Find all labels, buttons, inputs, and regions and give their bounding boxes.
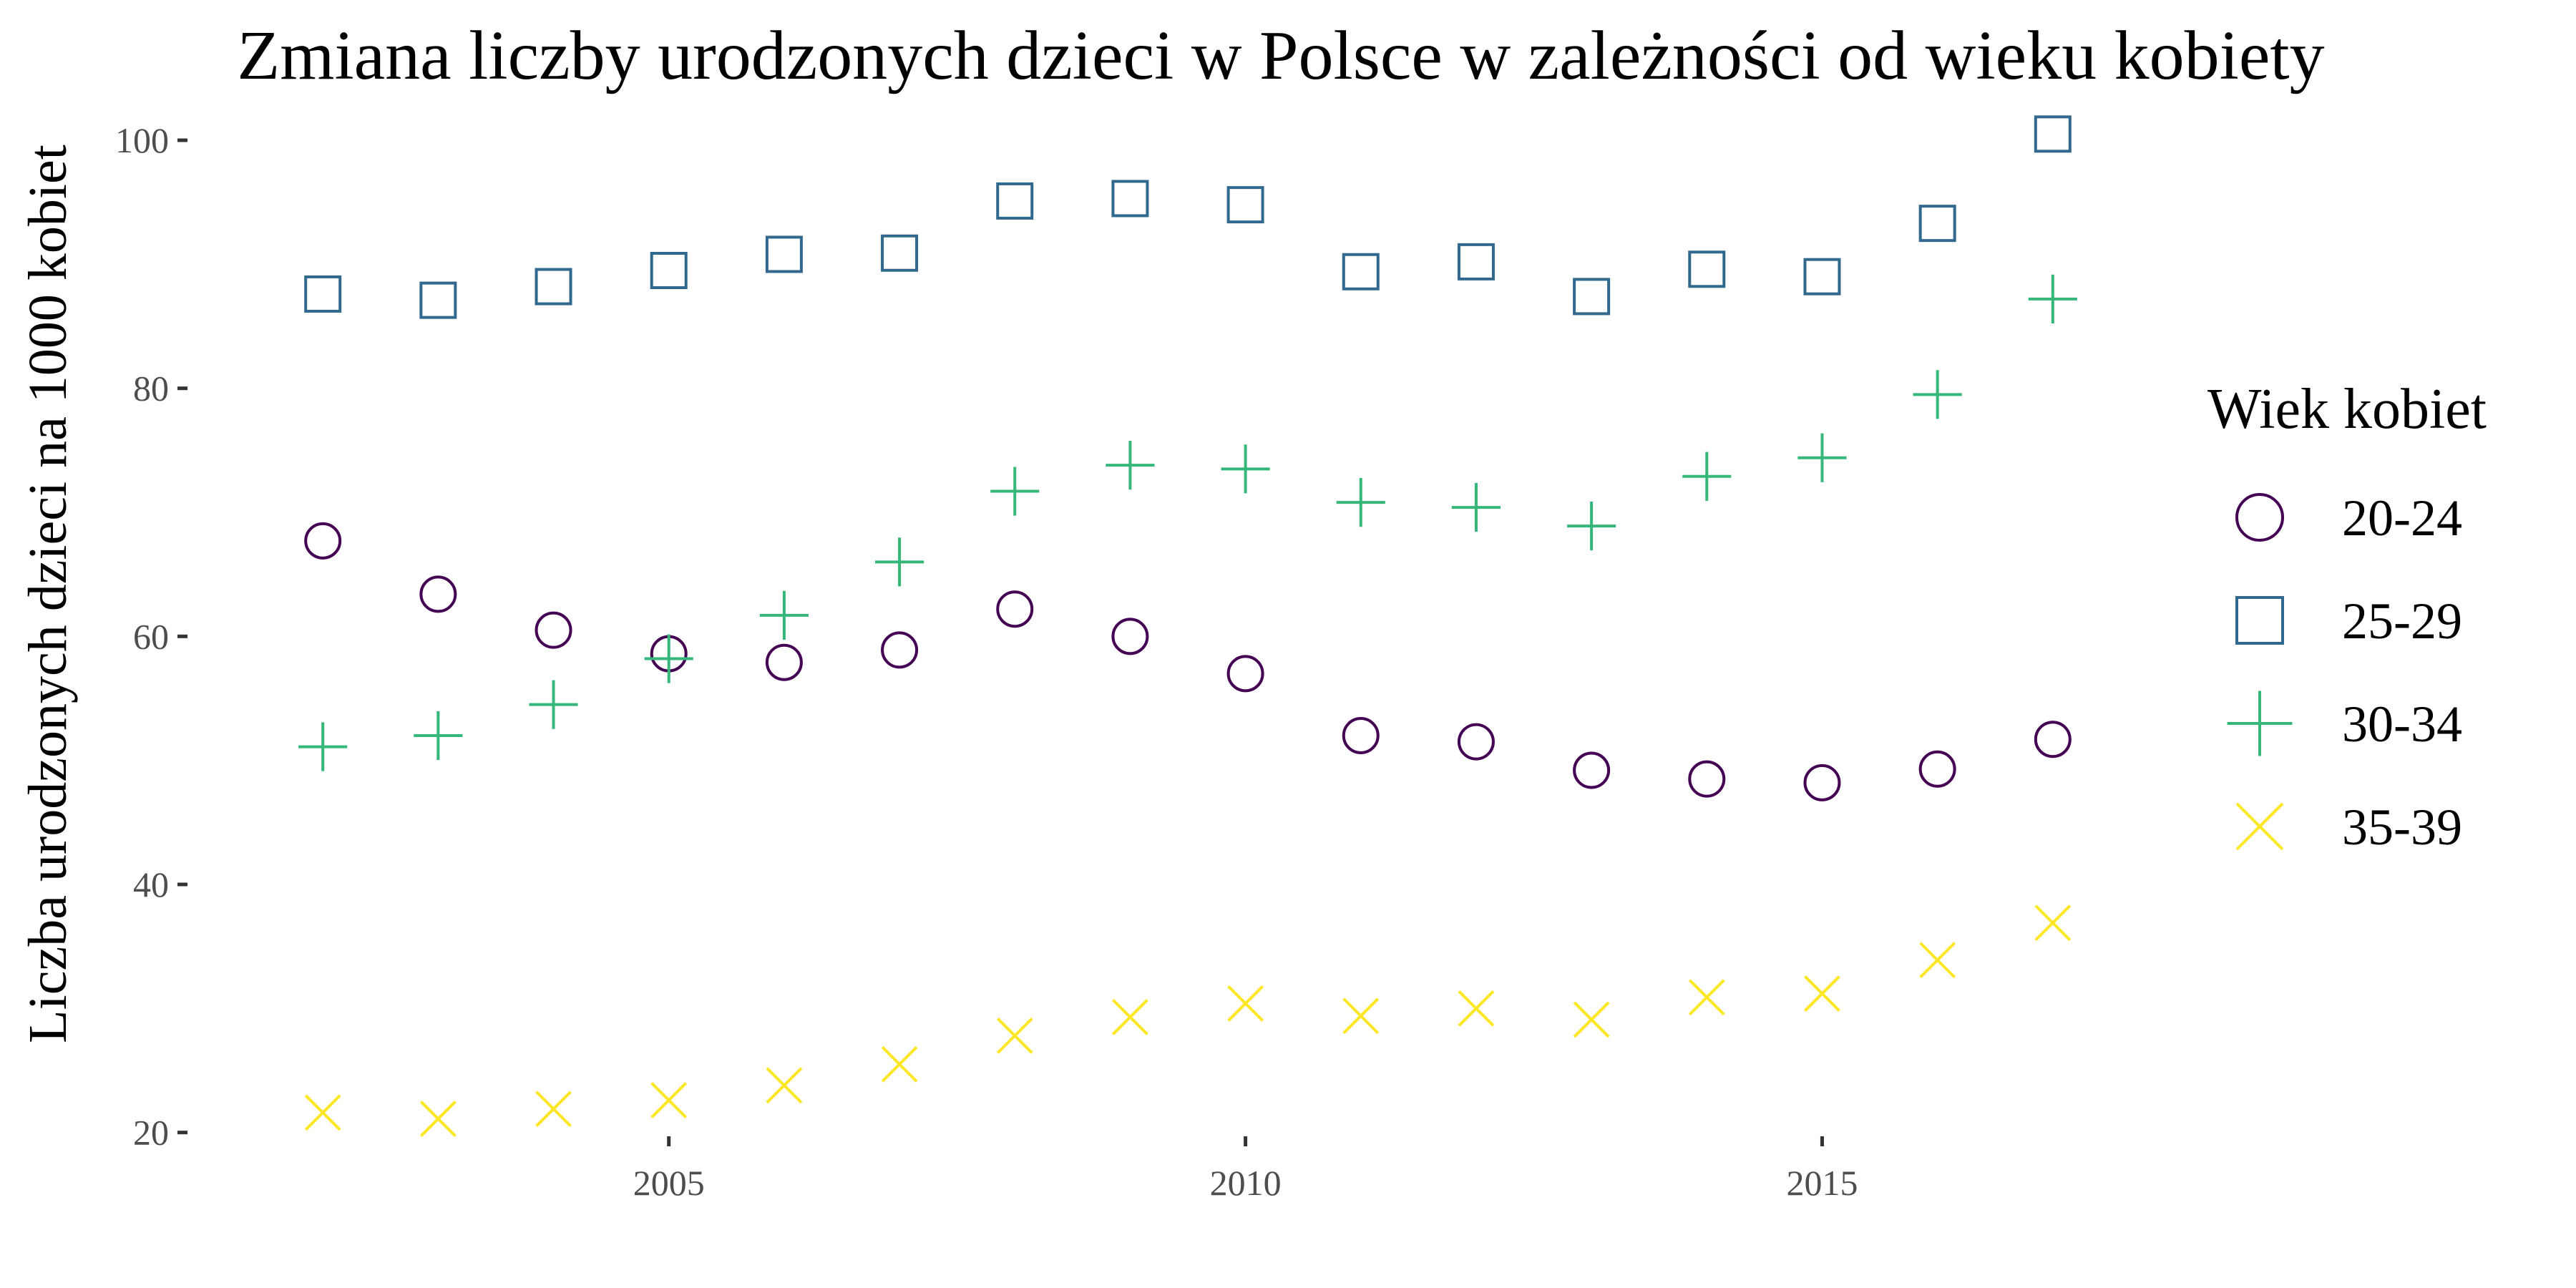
data-point: [1573, 1001, 1610, 1038]
data-point: [529, 680, 578, 729]
data-point: [419, 1101, 457, 1138]
data-point: [1342, 997, 1380, 1035]
legend-item-20-24: 20-24: [2235, 489, 2462, 547]
data-point: [881, 234, 919, 272]
data-point: [2028, 274, 2077, 323]
data-point: [419, 575, 457, 613]
data-point: [1342, 717, 1380, 754]
legend-item-35-39: 35-39: [2235, 799, 2462, 856]
data-point: [1573, 278, 1611, 316]
legend-key-plus: [2227, 691, 2293, 756]
data-point: [650, 252, 688, 289]
data-point: [1451, 482, 1501, 532]
series-20-24: [304, 522, 2072, 801]
data-point: [304, 522, 342, 560]
data-point: [766, 1067, 803, 1104]
data-point: [650, 1082, 688, 1119]
legend-item-30-34: 30-34: [2227, 691, 2462, 756]
data-point: [1797, 433, 1847, 482]
data-point: [759, 590, 809, 640]
legend-key-square: [2235, 596, 2284, 645]
data-point: [996, 182, 1034, 220]
data-point: [1226, 186, 1264, 224]
data-point: [765, 235, 803, 273]
data-point: [535, 1091, 572, 1128]
y-tick-label: 20: [133, 1113, 169, 1153]
data-point: [1567, 501, 1616, 551]
plot-area: [298, 115, 2077, 1138]
y-axis-label: Liczba urodzonych dzieci na 1000 kobiet: [18, 145, 78, 1043]
data-point: [1457, 243, 1495, 280]
data-point: [1111, 180, 1149, 218]
data-point: [535, 611, 572, 649]
data-point: [1919, 942, 1956, 979]
data-point: [1111, 618, 1149, 655]
chart-title: Zmiana liczby urodzonych dzieci w Polsce…: [237, 17, 2324, 94]
legend-label: 30-34: [2342, 696, 2462, 753]
y-tick-label: 60: [133, 616, 169, 656]
data-point: [765, 643, 803, 681]
y-tick-label: 100: [115, 120, 169, 160]
x-tick-label: 2010: [1210, 1163, 1282, 1203]
data-point: [1111, 999, 1148, 1035]
data-point: [2034, 115, 2072, 153]
y-tick-label: 80: [133, 369, 169, 409]
x-tick-label: 2005: [633, 1163, 705, 1203]
data-point: [1573, 751, 1611, 789]
legend-title: Wiek kobiet: [2207, 378, 2487, 441]
data-point: [1227, 985, 1264, 1022]
series-25-29: [304, 115, 2072, 319]
data-point: [298, 722, 348, 771]
data-point: [1803, 258, 1841, 296]
y-axis: 20 40 60 80 100: [115, 120, 187, 1153]
data-point: [1803, 763, 1841, 801]
data-point: [535, 268, 572, 306]
y-tick-label: 40: [133, 864, 169, 904]
data-point: [1342, 253, 1380, 291]
data-point: [1458, 990, 1495, 1027]
x-tick-label: 2015: [1786, 1163, 1858, 1203]
series-30-34: [298, 274, 2077, 771]
data-point: [1918, 750, 1956, 788]
data-point: [996, 1018, 1033, 1054]
data-point: [1682, 452, 1732, 501]
data-point: [419, 281, 457, 319]
x-axis: 2005 2010 2015: [633, 1136, 1858, 1203]
legend-label: 20-24: [2342, 489, 2462, 547]
data-point: [1913, 370, 1962, 419]
data-point: [1688, 979, 1725, 1016]
data-point: [1804, 975, 1840, 1012]
legend-label: 35-39: [2342, 799, 2462, 856]
data-point: [881, 1045, 918, 1083]
data-point: [304, 275, 342, 313]
data-point: [874, 537, 924, 587]
data-point: [414, 711, 463, 761]
data-point: [644, 634, 693, 683]
legend-key-circle: [2235, 493, 2284, 542]
data-point: [996, 590, 1034, 628]
data-point: [2034, 721, 2072, 758]
data-point: [1336, 478, 1385, 527]
data-point: [1226, 655, 1264, 693]
series-35-39: [304, 904, 2072, 1138]
data-point: [990, 467, 1040, 516]
legend-item-25-29: 25-29: [2235, 592, 2462, 650]
data-point: [2034, 904, 2072, 942]
legend: Wiek kobiet 20-24 25-29 30-34 35-39: [2207, 378, 2487, 856]
legend-label: 25-29: [2342, 592, 2462, 650]
data-point: [1221, 444, 1270, 494]
data-point: [304, 1094, 341, 1131]
legend-key-cross: [2235, 802, 2284, 851]
data-point: [881, 631, 919, 669]
data-point: [1106, 441, 1155, 490]
data-point: [1688, 760, 1726, 798]
data-point: [1918, 205, 1956, 243]
data-point: [1457, 723, 1495, 761]
data-point: [1688, 250, 1726, 288]
